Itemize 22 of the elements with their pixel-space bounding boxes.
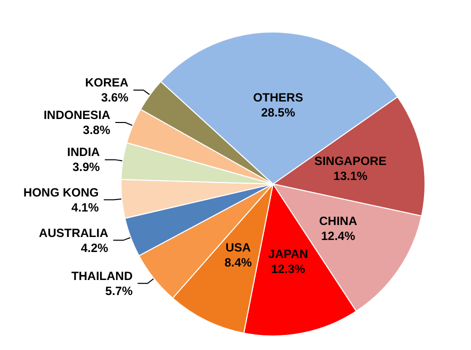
data-label: 3.8% bbox=[82, 123, 111, 138]
data-label: 13.1% bbox=[333, 168, 368, 183]
data-label: 12.3% bbox=[271, 262, 306, 276]
slice-label: HONG KONG bbox=[23, 185, 99, 200]
data-label: 4.1% bbox=[71, 200, 100, 214]
slice-label: OTHERS bbox=[253, 90, 304, 105]
slice-label: INDONESIA bbox=[44, 108, 111, 122]
slice-label: THAILAND bbox=[71, 268, 133, 283]
data-label: 3.6% bbox=[101, 90, 129, 105]
slice-label: INDIA bbox=[67, 145, 100, 160]
slice-label: AUSTRALIA bbox=[38, 226, 109, 240]
slice-label: USA bbox=[225, 240, 252, 254]
slice-label: JAPAN bbox=[268, 247, 308, 262]
data-label: 12.4% bbox=[321, 229, 356, 244]
slice-label: CHINA bbox=[319, 214, 358, 228]
slice-label: KOREA bbox=[85, 76, 129, 90]
data-label: 4.2% bbox=[80, 240, 109, 255]
data-label: 3.9% bbox=[72, 160, 100, 174]
slice-label: SINGAPORE bbox=[314, 154, 386, 168]
data-label: 8.4% bbox=[224, 255, 252, 270]
data-label: 28.5% bbox=[261, 106, 296, 120]
data-label: 5.7% bbox=[105, 284, 133, 298]
